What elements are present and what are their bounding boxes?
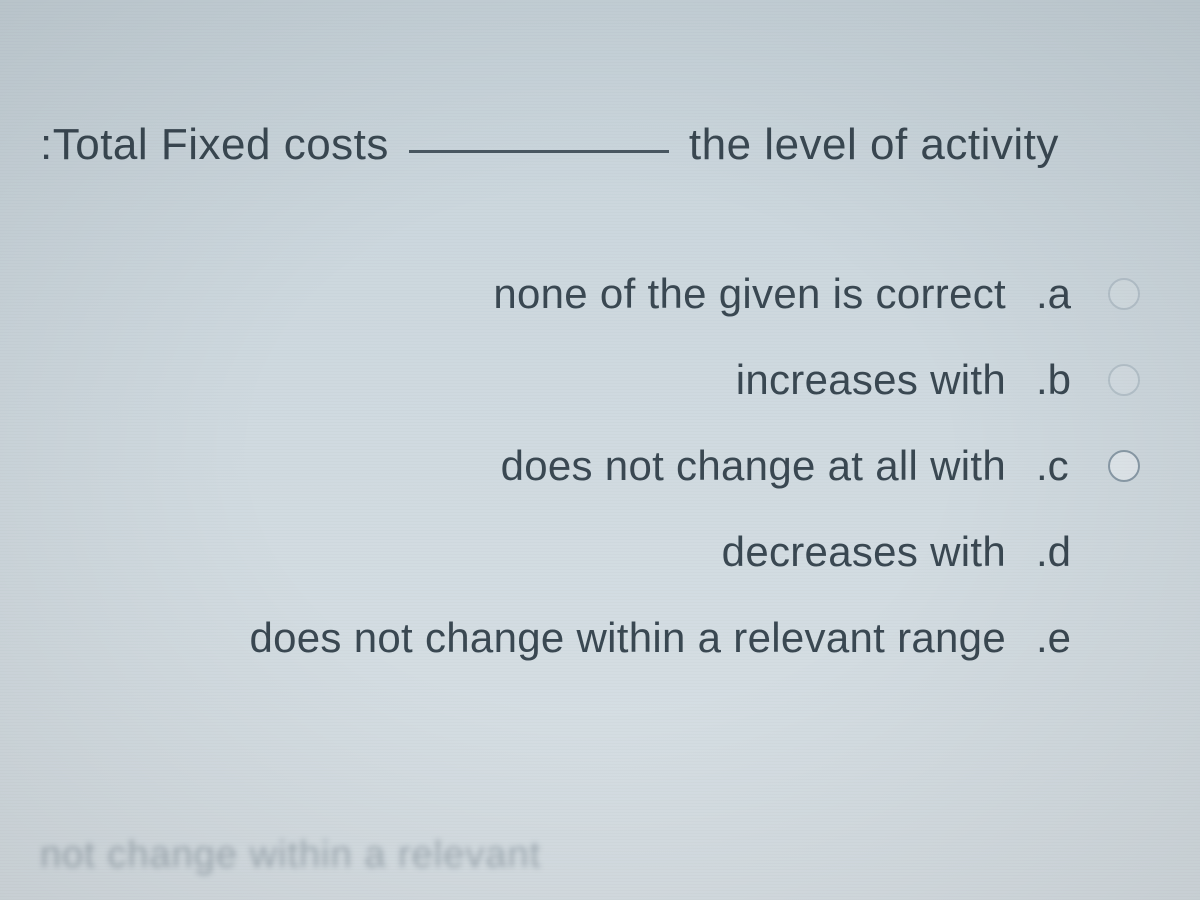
radio-button-a[interactable] [1108,278,1140,310]
option-text: increases with [736,356,1006,404]
option-row-a[interactable]: none of the given is correct .a [40,270,1140,318]
option-text: does not change at all with [501,442,1006,490]
question-container: :Total Fixed costs the level of activity… [0,0,1200,702]
option-label: .b [1036,356,1078,404]
radio-button-c[interactable] [1108,450,1140,482]
option-row-e[interactable]: does not change within a relevant range … [40,614,1140,662]
option-label: .d [1036,528,1078,576]
option-text: decreases with [722,528,1006,576]
option-label: .e [1036,614,1078,662]
fill-in-blank [409,150,669,153]
option-label: .c [1036,442,1078,490]
option-row-c[interactable]: does not change at all with .c [40,442,1140,490]
bottom-cutoff-region: not change within a relevant [0,810,1200,900]
options-list: none of the given is correct .a increase… [40,270,1160,662]
question-stem: :Total Fixed costs the level of activity [40,120,1160,170]
question-suffix: the level of activity [689,120,1059,170]
blurred-partial-text: not change within a relevant [40,834,541,877]
option-text: does not change within a relevant range [249,614,1006,662]
option-label: .a [1036,270,1078,318]
question-prefix: :Total Fixed costs [40,120,389,170]
option-text: none of the given is correct [493,270,1006,318]
option-row-d[interactable]: decreases with .d [40,528,1140,576]
option-row-b[interactable]: increases with .b [40,356,1140,404]
radio-button-b[interactable] [1108,364,1140,396]
